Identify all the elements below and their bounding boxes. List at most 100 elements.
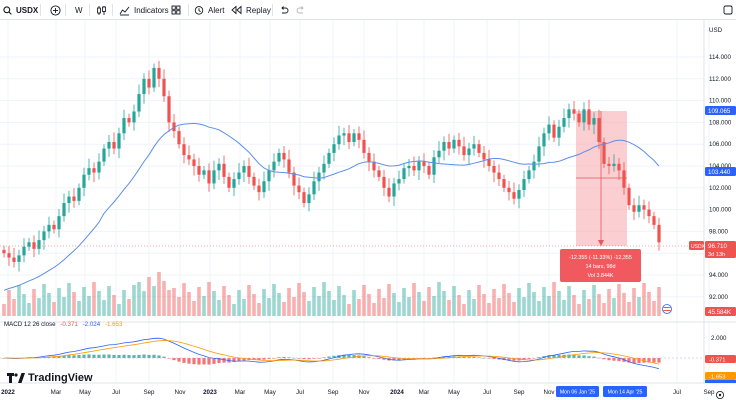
candle-body [407, 166, 411, 169]
macd-histogram-bar [257, 358, 261, 361]
toolbar-divider [272, 4, 273, 16]
indicators-button[interactable]: Indicators [119, 0, 169, 20]
fullscreen-button[interactable] [723, 0, 733, 20]
candle-body [657, 224, 661, 243]
price-axis[interactable]: 114.000 112.000 110.000 108.000 106.000 104.0… [709, 54, 732, 301]
last-price-badge: 96.710 3d 13h [705, 241, 736, 258]
macd-histogram-bar [342, 354, 346, 358]
redo-button[interactable] [296, 0, 306, 20]
volume-bar [347, 304, 351, 316]
candle-body [347, 133, 351, 143]
volume-bar [622, 293, 626, 316]
volume-bar [312, 287, 316, 316]
candle-body [532, 161, 536, 171]
macd-histogram-bar [312, 358, 316, 359]
candle-body [472, 144, 476, 149]
undo-icon [281, 6, 289, 14]
macd-histogram-bar [652, 358, 656, 363]
candle-body [77, 187, 81, 201]
volume-bar [142, 291, 146, 316]
undo-button[interactable] [279, 0, 289, 20]
add-circle-icon [50, 4, 61, 16]
macd-histogram-bar [427, 358, 431, 359]
macd-histogram-bar [237, 358, 241, 362]
macd-histogram-bar [67, 355, 71, 358]
measure-label-line1: -12.355 (-11.33%) -12,355 [569, 255, 632, 261]
macd-histogram-bar [277, 357, 281, 358]
candle-body [537, 146, 541, 162]
candle-body [137, 94, 141, 112]
macd-histogram-bar [317, 358, 321, 359]
time-range-start-badge: Mon 06 Jan '25 [556, 386, 599, 397]
replay-button[interactable]: Replay [231, 0, 271, 20]
candle-body [497, 172, 501, 180]
macd-badge-1: -0.371 [705, 355, 736, 364]
measure-range-box[interactable] [576, 111, 627, 246]
price-chart[interactable]: -12.355 (-11.33%) -12,355 14 bars, 98d V… [0, 20, 736, 400]
top-toolbar: USDX W Indicators Alert Replay [0, 0, 736, 20]
candle-body [417, 161, 421, 171]
candle-body [487, 159, 491, 166]
interval-button[interactable]: W [75, 0, 83, 20]
macd-histogram-bar [122, 354, 126, 358]
volume-bar [467, 290, 471, 316]
candle-body [117, 133, 121, 149]
macd-histogram-bar [102, 354, 106, 358]
toolbar-divider [112, 4, 113, 16]
volume-bar [392, 293, 396, 316]
macd-histogram-bar [657, 358, 661, 363]
volume-bar [102, 300, 106, 316]
candle-body [67, 196, 71, 204]
macd-histogram-bar [477, 357, 481, 359]
measure-label-line2: 14 bars, 98d [586, 264, 616, 270]
volume-bar [307, 301, 311, 316]
macd-histogram-bar [507, 358, 511, 361]
volume-bar [217, 300, 221, 316]
volume-bar [202, 296, 206, 316]
candle-body [307, 194, 311, 204]
volume-bar [427, 287, 431, 316]
candle-body [442, 142, 446, 151]
candle-body [522, 179, 526, 190]
macd-histogram-bar [87, 354, 91, 358]
candle-body [202, 170, 206, 175]
time-axis-label: Nov [358, 389, 370, 396]
volume-bars [2, 272, 661, 316]
time-axis[interactable]: 2022 Mar May Jul Sep Nov 2023 Mar May Jul Sep Nov 20… [1, 389, 715, 396]
candle-body [542, 133, 546, 147]
symbol-search[interactable]: USDX [3, 0, 38, 20]
alert-button[interactable]: Alert [194, 0, 224, 20]
svg-text:96.710: 96.710 [708, 243, 727, 250]
macd-histogram-bar [282, 356, 286, 358]
candle-body [552, 124, 556, 138]
candle-body [47, 224, 51, 232]
candle-body [467, 148, 471, 156]
macd-histogram-bar [97, 354, 101, 358]
macd-histogram-bar [302, 358, 306, 360]
candle-body [282, 152, 286, 160]
candle-body [452, 139, 456, 149]
macd-histogram-bar [567, 354, 571, 358]
volume-bar [462, 304, 466, 316]
macd-histogram-bar [397, 358, 401, 361]
volume-bar [302, 292, 306, 316]
candle-body [327, 152, 331, 164]
price-tick-label: 100.000 [709, 207, 732, 214]
macd-histogram-bar [487, 358, 491, 359]
price-badge-mid: 103.440 [705, 167, 736, 176]
settings-gear-icon[interactable] [716, 390, 725, 399]
time-axis-label: Nov [174, 389, 186, 396]
macd-histogram-bar [347, 355, 351, 358]
candle-body [42, 231, 46, 241]
macd-histogram-bar [57, 356, 61, 358]
volume-bar [537, 301, 541, 316]
candle-body [222, 163, 226, 177]
compare-button[interactable] [50, 0, 61, 20]
chart-type-button[interactable] [96, 0, 107, 20]
candle-body [317, 172, 321, 182]
macd-legend-label: MACD 12 26 close [4, 321, 56, 328]
macd-legend[interactable]: MACD 12 26 close -0.371 -2.024 -1.653 [4, 321, 123, 328]
volume-bar [492, 289, 496, 316]
templates-button[interactable] [171, 0, 181, 20]
macd-histogram-bar [532, 358, 536, 359]
